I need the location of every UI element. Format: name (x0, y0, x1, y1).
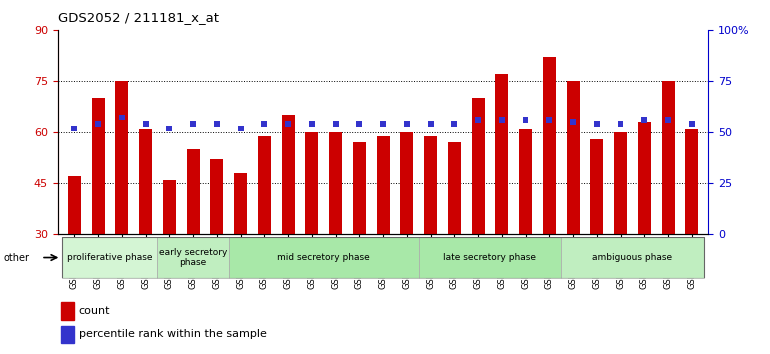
Bar (116, 81, 129, 234)
Bar (357, 121, 362, 127)
Bar (523, 118, 528, 122)
Bar (400, 132, 413, 234)
Bar (333, 121, 339, 127)
Bar (499, 118, 505, 122)
Bar (92, 98, 105, 234)
Bar (119, 115, 125, 120)
Bar (309, 121, 315, 127)
Bar (641, 118, 648, 122)
Bar (638, 122, 651, 234)
Bar (594, 121, 600, 127)
Bar (329, 132, 342, 234)
Bar (618, 121, 624, 127)
Bar (95, 121, 101, 127)
Bar (68, 177, 81, 234)
Text: percentile rank within the sample: percentile rank within the sample (79, 329, 266, 339)
Bar (282, 115, 295, 234)
Bar (424, 136, 437, 234)
Text: other: other (4, 252, 30, 263)
Bar (567, 81, 580, 234)
Bar (162, 180, 176, 234)
Bar (685, 129, 698, 234)
Bar (72, 126, 77, 131)
Bar (448, 142, 460, 234)
Bar (285, 121, 291, 127)
Bar (404, 121, 410, 127)
Bar (210, 159, 223, 234)
Text: late secretory phase: late secretory phase (444, 253, 537, 262)
Bar (306, 132, 318, 234)
Bar (475, 118, 481, 122)
Bar (419, 237, 561, 278)
Bar (139, 129, 152, 234)
Bar (427, 121, 434, 127)
Bar (186, 149, 199, 234)
Bar (62, 237, 158, 278)
Bar (61, 326, 74, 343)
Bar (689, 121, 695, 127)
Bar (234, 173, 247, 234)
Bar (661, 81, 675, 234)
Bar (353, 142, 366, 234)
Bar (190, 121, 196, 127)
Text: GDS2052 / 211181_x_at: GDS2052 / 211181_x_at (58, 11, 219, 24)
Text: mid secretory phase: mid secretory phase (277, 253, 370, 262)
Bar (142, 121, 149, 127)
Bar (495, 74, 508, 234)
Bar (229, 237, 419, 278)
Bar (258, 136, 271, 234)
Bar (665, 118, 671, 122)
Bar (471, 98, 484, 234)
Bar (61, 302, 74, 320)
Text: proliferative phase: proliferative phase (67, 253, 152, 262)
Bar (214, 121, 219, 127)
Bar (614, 132, 627, 234)
Bar (547, 118, 552, 122)
Bar (519, 129, 532, 234)
Bar (166, 126, 172, 131)
Bar (377, 136, 390, 234)
Text: ambiguous phase: ambiguous phase (592, 253, 672, 262)
Bar (570, 119, 576, 125)
Bar (451, 121, 457, 127)
Bar (380, 121, 386, 127)
Bar (543, 57, 556, 234)
Bar (591, 139, 604, 234)
Bar (238, 126, 243, 131)
Bar (261, 121, 267, 127)
Text: early secretory
phase: early secretory phase (159, 248, 227, 267)
Bar (158, 237, 229, 278)
Text: count: count (79, 306, 110, 316)
Bar (561, 237, 704, 278)
